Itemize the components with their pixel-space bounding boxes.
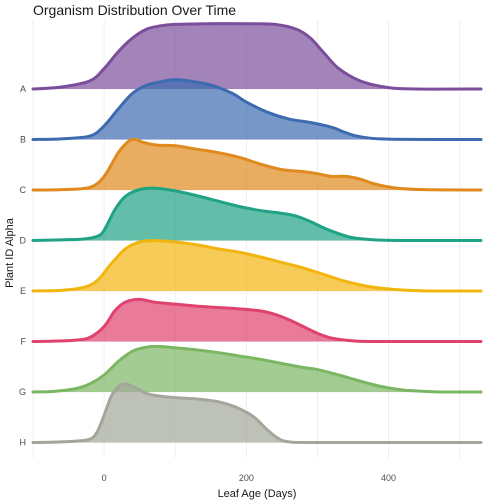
- y-tick-label: G: [19, 387, 26, 397]
- ridge-area-a: [33, 23, 481, 90]
- ridge-area-d: [33, 188, 481, 241]
- y-tick-label: E: [20, 286, 26, 296]
- ridge-area-b: [33, 79, 481, 140]
- x-tick-label: 0: [102, 473, 107, 483]
- ridge-line-d: [31, 186, 483, 243]
- ridge-area-c: [33, 139, 481, 190]
- chart-title: Organism Distribution Over Time: [33, 2, 236, 18]
- y-tick-label: A: [20, 84, 26, 94]
- ridge-line-a: [31, 22, 483, 91]
- ridge-line-f: [31, 297, 483, 344]
- y-tick-label: D: [20, 236, 27, 246]
- ridge-line-e: [31, 239, 483, 293]
- y-axis-title: Plant ID Alpha: [4, 217, 16, 288]
- x-tick-label: 400: [381, 473, 396, 483]
- ridge-line-b: [31, 78, 483, 141]
- y-tick-label: F: [21, 337, 27, 347]
- tick-labels: A B C D E F G H 0 200 400: [19, 84, 396, 483]
- ridge-area-f: [33, 299, 481, 342]
- ridge-area-h: [33, 383, 481, 443]
- ridge-line-h: [31, 382, 483, 445]
- ridge-area-g: [33, 346, 481, 393]
- x-tick-label: 200: [239, 473, 254, 483]
- ridges: [31, 22, 483, 445]
- y-tick-label: H: [20, 438, 27, 448]
- x-axis-title: Leaf Age (Days): [218, 488, 297, 500]
- y-tick-label: B: [20, 135, 26, 145]
- ridge-area-e: [33, 240, 481, 292]
- y-tick-label: C: [20, 185, 27, 195]
- ridge-line-c: [31, 137, 483, 192]
- ridge-line-g: [31, 344, 483, 394]
